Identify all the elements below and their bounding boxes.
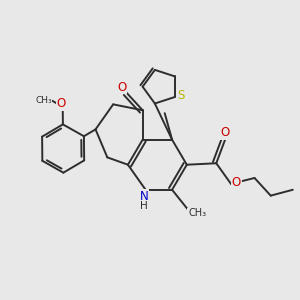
Text: N: N: [140, 190, 148, 203]
Text: CH₃: CH₃: [35, 96, 52, 105]
Text: CH₃: CH₃: [188, 208, 206, 218]
Text: O: O: [232, 176, 241, 189]
Text: S: S: [177, 89, 184, 102]
Text: O: O: [220, 126, 230, 139]
Text: H: H: [140, 201, 148, 211]
Text: O: O: [117, 81, 127, 94]
Text: O: O: [57, 97, 66, 110]
